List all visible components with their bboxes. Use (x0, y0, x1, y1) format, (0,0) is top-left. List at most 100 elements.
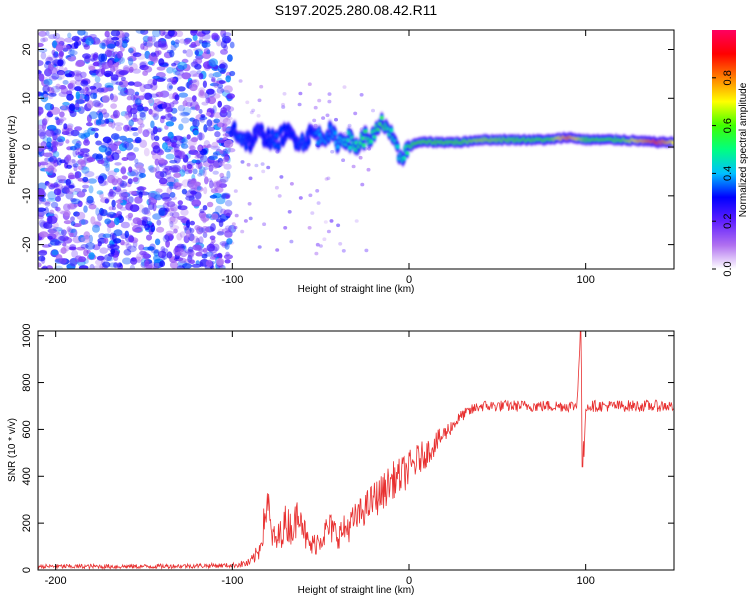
colorbar-tick-label: 0.2 (722, 214, 734, 229)
noise-speckle (233, 189, 238, 193)
noise-speckle (195, 191, 202, 200)
noise-speckle (126, 152, 136, 161)
noise-speckle (262, 222, 267, 226)
noise-speckle (201, 30, 211, 35)
noise-speckle (128, 69, 134, 73)
noise-speckle (40, 51, 47, 60)
noise-speckle (199, 208, 205, 214)
noise-speckle (82, 176, 89, 183)
noise-speckle (225, 194, 231, 199)
x-tick-label: -100 (221, 575, 243, 587)
noise-speckle (60, 86, 68, 95)
noise-speckle (77, 159, 86, 165)
snr-series-line (38, 331, 674, 570)
noise-speckle (318, 244, 323, 248)
noise-speckle (224, 128, 232, 132)
noise-speckle (193, 130, 199, 136)
noise-speckle (212, 72, 222, 78)
noise-speckle (298, 91, 303, 96)
noise-speckle (147, 98, 154, 104)
noise-speckle (61, 104, 66, 110)
noise-speckle (101, 39, 109, 47)
noise-speckle (74, 143, 81, 149)
noise-speckle (317, 98, 322, 103)
noise-speckle (315, 242, 320, 247)
noise-speckle (38, 70, 43, 74)
noise-speckle (47, 66, 58, 75)
noise-speckle (180, 208, 189, 216)
noise-speckle (129, 204, 140, 213)
y-tick-label: 1000 (21, 323, 33, 347)
noise-speckle (217, 68, 227, 73)
noise-speckle (75, 71, 81, 78)
noise-speckle (38, 231, 49, 238)
noise-speckle (56, 157, 62, 166)
noise-speckle (210, 213, 219, 220)
noise-speckle (38, 60, 44, 67)
noise-speckle (96, 190, 104, 195)
noise-speckle (177, 247, 185, 253)
noise-speckle (169, 216, 176, 223)
noise-speckle (70, 198, 81, 205)
noise-speckle (52, 213, 59, 222)
noise-speckle (62, 80, 69, 85)
noise-speckle (38, 250, 48, 256)
signal-core (279, 128, 283, 133)
noise-speckle (169, 50, 175, 58)
noise-speckle (90, 92, 97, 99)
noise-speckle (165, 172, 172, 180)
noise-speckle (277, 194, 282, 198)
noise-speckle (326, 229, 331, 234)
noise-speckle (38, 129, 47, 137)
noise-speckle (92, 53, 99, 61)
noise-speckle (61, 44, 71, 52)
noise-speckle (223, 156, 230, 163)
noise-speckle (148, 108, 153, 115)
x-tick-label: 0 (406, 274, 412, 286)
signal-core (275, 133, 279, 138)
noise-speckle (170, 43, 177, 51)
noise-speckle (54, 241, 62, 246)
noise-speckle (84, 87, 89, 92)
noise-speckle (69, 244, 77, 250)
noise-speckle (209, 82, 219, 87)
noise-speckle (256, 114, 261, 118)
signal-core (402, 156, 406, 161)
noise-speckle (113, 254, 119, 262)
noise-speckle (229, 70, 236, 77)
noise-speckle (165, 146, 174, 151)
noise-speckle (168, 85, 173, 89)
noise-speckle (63, 123, 68, 130)
noise-speckle (68, 228, 76, 233)
noise-speckle (38, 199, 43, 205)
noise-speckle (146, 234, 152, 241)
noise-speckle (78, 265, 89, 269)
noise-speckle (81, 166, 88, 171)
noise-speckle (275, 248, 280, 252)
noise-speckle (206, 88, 215, 95)
noise-speckle (95, 140, 102, 146)
noise-speckle (94, 40, 102, 45)
signal-core (282, 125, 287, 130)
noise-speckle (143, 83, 153, 90)
noise-speckle (79, 153, 88, 158)
noise-speckle (210, 145, 220, 150)
noise-speckle (101, 209, 106, 215)
noise-speckle (139, 83, 146, 93)
noise-speckle (74, 171, 80, 180)
noise-speckle (60, 185, 70, 194)
noise-speckle (127, 81, 135, 86)
noise-speckle (54, 231, 62, 240)
noise-speckle (198, 109, 203, 114)
noise-speckle (92, 61, 100, 67)
noise-speckle (224, 242, 230, 250)
noise-speckle (257, 98, 262, 103)
noise-speckle (67, 50, 78, 56)
noise-speckle (152, 30, 161, 38)
noise-speckle (206, 126, 216, 132)
signal-core (380, 115, 384, 120)
noise-speckle (49, 209, 55, 215)
noise-speckle (103, 237, 109, 244)
noise-speckle (41, 266, 48, 269)
noise-speckle (261, 169, 266, 174)
